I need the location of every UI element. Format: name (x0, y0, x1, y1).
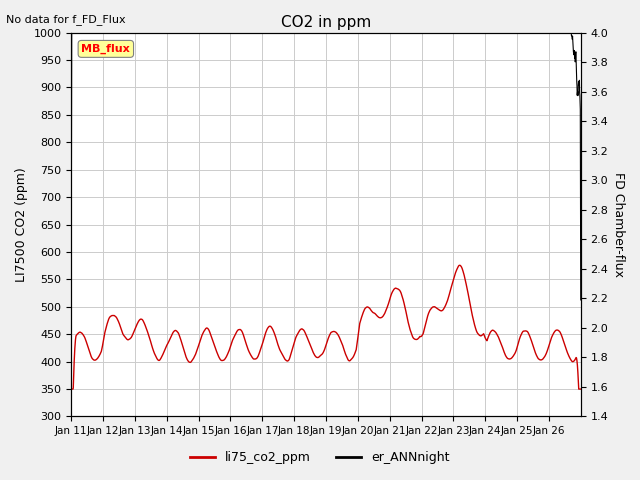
Y-axis label: LI7500 CO2 (ppm): LI7500 CO2 (ppm) (15, 167, 28, 282)
Title: CO2 in ppm: CO2 in ppm (281, 15, 371, 30)
Text: No data for f_FD_Flux: No data for f_FD_Flux (6, 14, 126, 25)
Legend: li75_co2_ppm, er_ANNnight: li75_co2_ppm, er_ANNnight (186, 446, 454, 469)
Y-axis label: FD Chamber-flux: FD Chamber-flux (612, 172, 625, 277)
Text: MB_flux: MB_flux (81, 44, 130, 54)
